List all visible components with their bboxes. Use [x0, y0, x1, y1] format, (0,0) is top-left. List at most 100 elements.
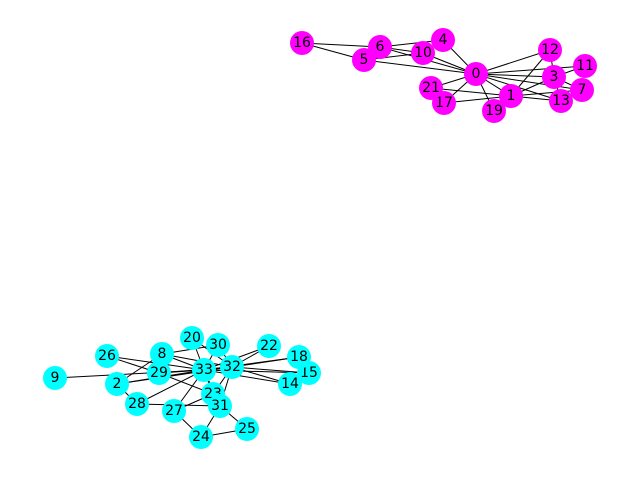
node-1: 1 [499, 84, 523, 108]
node-2: 2 [105, 372, 129, 396]
node-label-29: 29 [150, 365, 168, 381]
node-circle-24 [189, 425, 213, 449]
node-label-33: 33 [195, 362, 213, 378]
edge-0-12 [475, 49, 551, 75]
edge-28-33 [136, 369, 205, 405]
node-circle-33 [192, 358, 216, 382]
node-4: 4 [431, 28, 455, 52]
node-label-22: 22 [260, 338, 278, 354]
node-circle-32 [220, 355, 244, 379]
edge-0-7 [475, 73, 583, 91]
node-label-32: 32 [223, 359, 241, 375]
node-circle-18 [287, 345, 311, 369]
node-3: 3 [542, 65, 566, 89]
node-6: 6 [368, 35, 392, 59]
node-31: 31 [208, 394, 232, 418]
node-16: 16 [290, 31, 314, 55]
node-circle-7 [570, 78, 594, 102]
node-circle-10 [411, 41, 435, 65]
edge-15-32 [231, 366, 310, 374]
node-label-19: 19 [485, 103, 503, 119]
node-circle-9 [43, 366, 67, 390]
node-30: 30 [206, 333, 230, 357]
node-circle-12 [538, 38, 562, 62]
edge-5-0 [363, 59, 477, 75]
node-label-14: 14 [281, 376, 299, 392]
node-label-6: 6 [376, 39, 385, 55]
node-18: 18 [287, 345, 311, 369]
node-9: 9 [43, 366, 67, 390]
node-28: 28 [125, 392, 149, 416]
node-label-25: 25 [238, 421, 256, 437]
node-21: 21 [419, 76, 443, 100]
node-24: 24 [189, 425, 213, 449]
node-label-10: 10 [414, 45, 432, 61]
node-circle-5 [352, 48, 376, 72]
node-circle-8 [150, 342, 174, 366]
node-circle-20 [180, 326, 204, 350]
node-label-11: 11 [576, 58, 594, 74]
node-22: 22 [257, 334, 281, 358]
node-label-0: 0 [472, 66, 481, 82]
node-circle-19 [482, 99, 506, 123]
node-13: 13 [549, 89, 573, 113]
node-label-21: 21 [422, 80, 440, 96]
node-20: 20 [180, 326, 204, 350]
node-circle-0 [464, 62, 488, 86]
edge-14-33 [203, 369, 291, 385]
node-circle-27 [162, 399, 186, 423]
node-label-28: 28 [128, 396, 146, 412]
node-label-20: 20 [183, 330, 201, 346]
node-circle-16 [290, 31, 314, 55]
node-label-3: 3 [550, 69, 559, 85]
node-label-27: 27 [165, 403, 183, 419]
node-12: 12 [538, 38, 562, 62]
node-label-30: 30 [209, 337, 227, 353]
node-circle-28 [125, 392, 149, 416]
node-circle-1 [499, 84, 523, 108]
node-label-13: 13 [552, 93, 570, 109]
node-0: 0 [464, 62, 488, 86]
node-label-24: 24 [192, 429, 210, 445]
node-label-1: 1 [507, 88, 516, 104]
node-26: 26 [95, 344, 119, 368]
node-7: 7 [570, 78, 594, 102]
node-label-5: 5 [360, 52, 369, 68]
node-circle-14 [278, 372, 302, 396]
node-circle-2 [105, 372, 129, 396]
node-circle-21 [419, 76, 443, 100]
edge-16-6 [301, 42, 381, 48]
node-27: 27 [162, 399, 186, 423]
node-label-17: 17 [435, 95, 453, 111]
node-label-2: 2 [113, 376, 122, 392]
node-label-18: 18 [290, 349, 308, 365]
node-circle-4 [431, 28, 455, 52]
node-label-8: 8 [158, 346, 167, 362]
node-8: 8 [150, 342, 174, 366]
node-circle-26 [95, 344, 119, 368]
edge-0-3 [475, 73, 555, 78]
node-11: 11 [573, 54, 597, 78]
node-19: 19 [482, 99, 506, 123]
node-circle-22 [257, 334, 281, 358]
node-14: 14 [278, 372, 302, 396]
node-label-9: 9 [51, 370, 60, 386]
node-10: 10 [411, 41, 435, 65]
node-32: 32 [220, 355, 244, 379]
node-circle-13 [549, 89, 573, 113]
node-circle-11 [573, 54, 597, 78]
node-label-7: 7 [578, 82, 587, 98]
node-33: 33 [192, 358, 216, 382]
edge-0-11 [475, 65, 586, 75]
node-circle-31 [208, 394, 232, 418]
node-label-31: 31 [211, 398, 229, 414]
node-circle-25 [235, 417, 259, 441]
node-label-15: 15 [300, 365, 318, 381]
node-circle-6 [368, 35, 392, 59]
node-label-12: 12 [541, 42, 559, 58]
node-circle-30 [206, 333, 230, 357]
node-circle-29 [147, 361, 171, 385]
edge-1-21 [430, 87, 512, 97]
node-label-4: 4 [439, 32, 448, 48]
